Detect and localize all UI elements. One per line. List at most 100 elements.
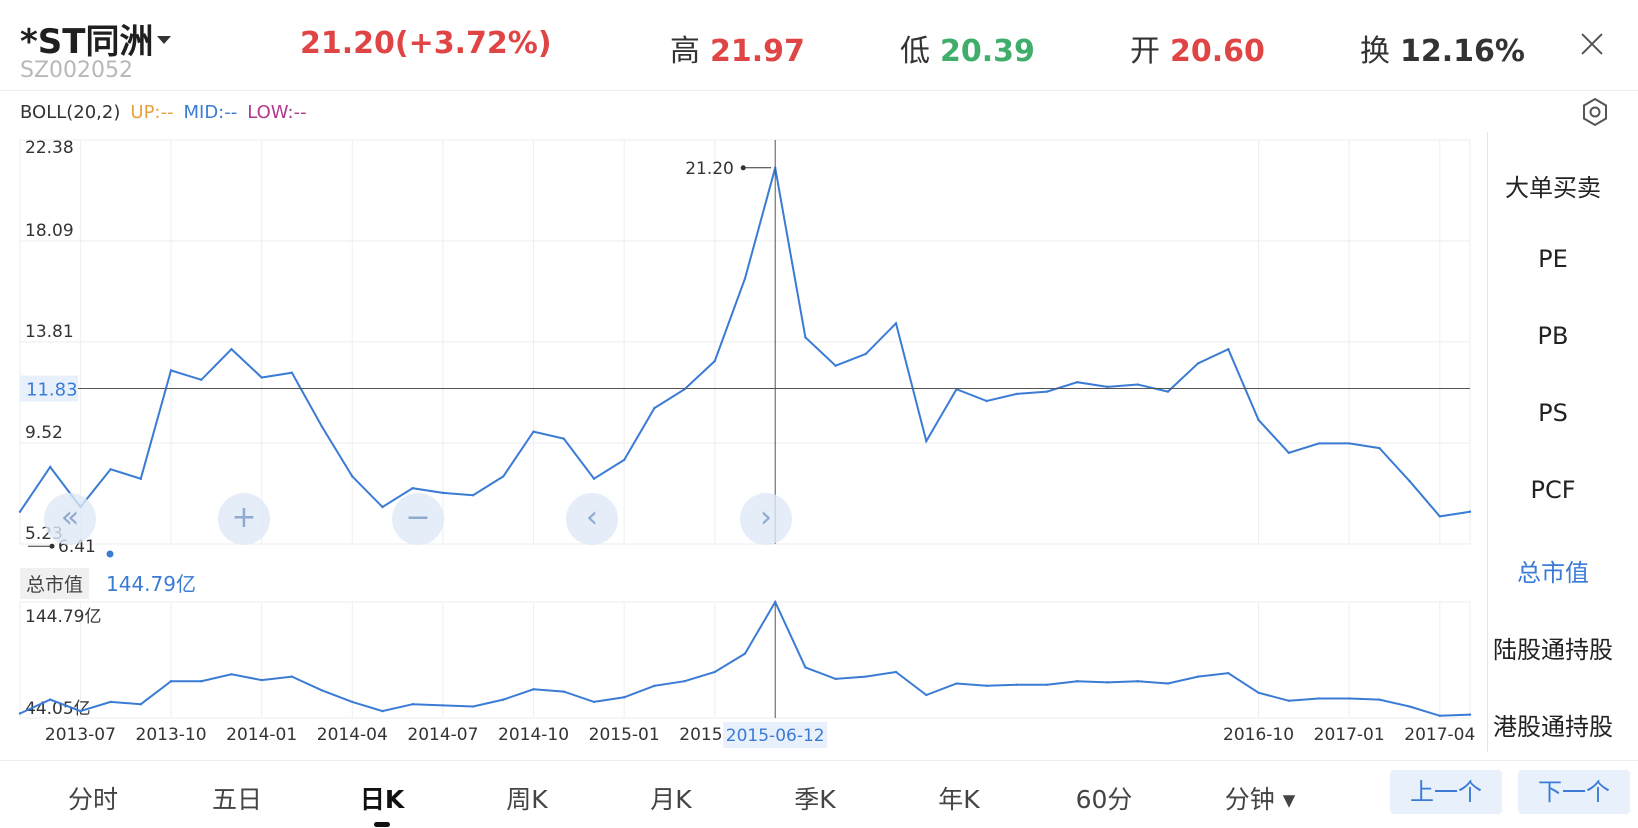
period-tabs: 分时 五日 日K 周K 月K 季K 年K 60分 分钟 ▾ xyxy=(0,760,1638,828)
chevron-down-icon[interactable] xyxy=(157,35,172,44)
price-point xyxy=(1076,380,1079,384)
price-point xyxy=(562,437,565,440)
period-tab[interactable]: 五日 xyxy=(211,785,263,814)
x-ticks: 2013-07 2013-10 2014-01 2014-04 2014-07 2014-… xyxy=(45,722,1475,748)
boll-indicator[interactable]: BOLL(20,2) UP:-- MID:-- LOW:-- xyxy=(20,102,317,123)
market-cap-point xyxy=(441,704,445,707)
high-stat: 高 21.97 xyxy=(670,34,805,69)
market-cap-point xyxy=(18,712,22,715)
market-cap-point xyxy=(622,696,626,699)
price-point xyxy=(230,347,233,351)
boll-mid: MID:-- xyxy=(183,102,238,123)
market-cap-point xyxy=(290,675,294,678)
sidebar-item[interactable]: 大单买卖 xyxy=(1505,174,1601,202)
market-cap-point xyxy=(1468,713,1472,716)
market-cap-point xyxy=(653,684,656,688)
x-tick-label: 2014-07 xyxy=(407,725,478,745)
price-point xyxy=(109,468,112,471)
market-cap-point xyxy=(864,675,868,678)
scroll-left-button[interactable]: ‹ xyxy=(566,493,618,545)
sidebar-item[interactable]: PE xyxy=(1538,245,1568,273)
y-tick-label: 13.81 xyxy=(25,322,74,342)
price-point xyxy=(1257,418,1260,422)
market-cap-point xyxy=(411,703,414,706)
x-tick-label: 2015-01 xyxy=(589,725,660,745)
period-tab[interactable]: 月K xyxy=(650,785,692,814)
plot-frame xyxy=(19,139,1471,545)
market-cap-point xyxy=(1408,705,1411,708)
stock-code: SZ002052 xyxy=(20,58,134,83)
price-point xyxy=(713,359,716,363)
market-cap-point xyxy=(49,698,52,701)
market-cap-point xyxy=(713,670,716,674)
scroll-right-button[interactable]: › xyxy=(740,493,792,545)
period-tab[interactable]: 分钟 ▾ xyxy=(1224,785,1296,814)
market-cap-point xyxy=(1317,697,1321,700)
sidebar-item[interactable]: 陆股通持股 xyxy=(1493,636,1613,664)
price-point xyxy=(169,369,173,372)
price-point xyxy=(1045,390,1049,393)
price-point xyxy=(1438,515,1441,518)
x-tick-label: 2014-01 xyxy=(226,725,297,745)
period-tab[interactable]: 季K xyxy=(794,785,836,814)
period-tab[interactable]: 年K xyxy=(938,785,980,814)
period-tab[interactable]: 周K xyxy=(506,785,548,814)
market-cap-point xyxy=(894,670,898,674)
min-marker-dot xyxy=(49,543,55,549)
price-point xyxy=(441,491,445,495)
price-point xyxy=(411,486,414,490)
boll-name: BOLL(20,2) xyxy=(20,102,121,123)
market-cap-point xyxy=(351,700,354,704)
price-point xyxy=(864,352,868,356)
market-cap-point xyxy=(139,703,143,706)
subchart-value: 144.79亿 xyxy=(106,572,196,596)
open-stat: 开 20.60 xyxy=(1130,34,1265,69)
price-point xyxy=(1166,390,1170,393)
x-tick-label: 2014-04 xyxy=(317,725,388,745)
market-cap-point xyxy=(1106,681,1109,684)
sidebar-item[interactable]: 总市值 xyxy=(1517,559,1589,587)
price-point xyxy=(834,364,837,367)
price-point xyxy=(1196,362,1200,365)
price-point xyxy=(1408,479,1411,483)
period-tab[interactable]: 日K xyxy=(359,785,405,814)
settings-icon[interactable] xyxy=(1580,97,1610,127)
header-divider xyxy=(0,90,1638,91)
sidebar-item[interactable]: PS xyxy=(1538,399,1568,427)
price-point xyxy=(1106,385,1109,389)
zoom-in-button[interactable]: + xyxy=(218,493,270,545)
next-button[interactable]: 下一个 xyxy=(1518,770,1630,814)
sub-y-top-label: 144.79亿 xyxy=(25,607,101,627)
market-cap-point xyxy=(169,680,173,683)
market-cap-point xyxy=(381,709,384,713)
sidebar-item[interactable]: 港股通持股 xyxy=(1493,713,1613,741)
market-cap-point xyxy=(1015,683,1019,686)
stock-name[interactable]: *ST同洲 xyxy=(20,14,172,63)
crosshair-price-box xyxy=(20,375,78,402)
subchart-label: 总市值 xyxy=(20,568,90,599)
price-point xyxy=(471,494,475,497)
boll-low: LOW:-- xyxy=(247,102,307,123)
market-cap-point xyxy=(1196,675,1200,678)
footer-divider xyxy=(0,760,1638,761)
zoom-out-button[interactable]: − xyxy=(392,493,444,545)
prev-button[interactable]: 上一个 xyxy=(1390,770,1502,814)
price-point xyxy=(925,439,928,443)
price-point xyxy=(894,322,898,325)
market-cap-point xyxy=(200,680,203,683)
sidebar-item[interactable]: PCF xyxy=(1530,476,1576,504)
period-tab[interactable]: 60分 xyxy=(1075,785,1133,814)
market-cap-point xyxy=(1438,714,1441,717)
price-point xyxy=(381,505,384,509)
jump-start-button[interactable]: « xyxy=(44,493,96,545)
x-tick-label: 2017-01 xyxy=(1314,725,1385,745)
market-cap-point xyxy=(471,705,475,708)
sidebar-item[interactable]: PB xyxy=(1537,322,1569,350)
market-cap-point xyxy=(230,673,233,676)
period-tab[interactable]: 分时 xyxy=(67,785,119,814)
price-point xyxy=(1015,392,1019,396)
close-icon[interactable] xyxy=(1578,30,1606,58)
price-point xyxy=(804,336,807,339)
